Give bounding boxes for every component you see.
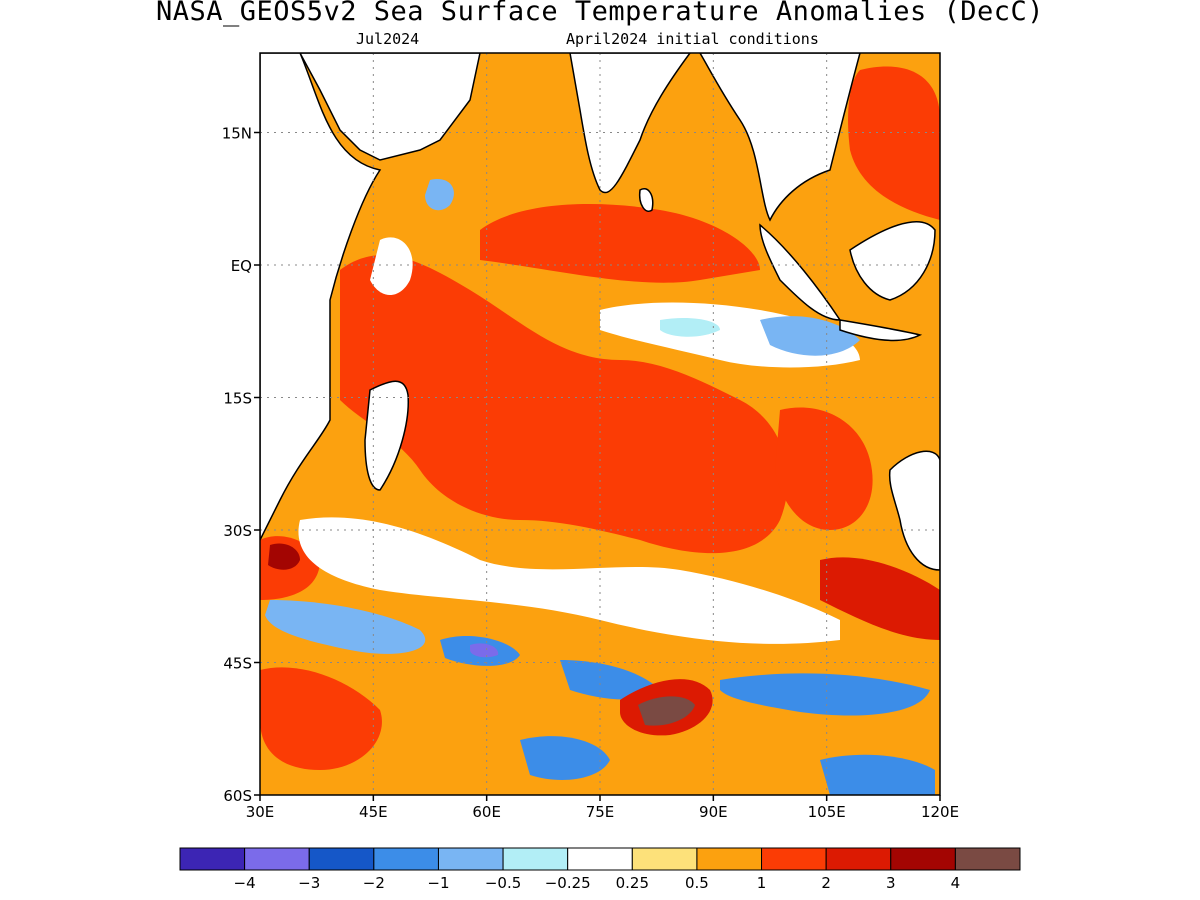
hot-spot-southwest — [268, 543, 300, 570]
warm-patch-east — [775, 407, 873, 530]
cool-patch-java — [760, 316, 860, 356]
strong-cool-spot — [470, 643, 499, 658]
colorbar-label: −3 — [298, 874, 320, 892]
colorbar-label: 3 — [886, 874, 896, 892]
lat-tick-label: 60S — [223, 787, 252, 805]
landmasses — [260, 53, 940, 571]
colorbar-swatch — [437, 847, 504, 871]
colorbar-swatch — [631, 847, 698, 871]
warm-patch-central — [340, 255, 788, 554]
colorbar-swatch — [308, 847, 375, 871]
borneo — [849, 221, 936, 301]
madagascar — [364, 380, 409, 491]
colorbar-swatch — [696, 847, 763, 871]
warm-patch-south-west — [260, 667, 382, 770]
colorbar-label: 2 — [821, 874, 831, 892]
lon-tick-label: 120E — [921, 803, 959, 821]
lat-tick-label: 15S — [223, 390, 252, 408]
colorbar-label: 1 — [757, 874, 767, 892]
colorbar-swatch — [179, 847, 246, 871]
colorbar-label: −0.5 — [485, 874, 521, 892]
java — [839, 319, 923, 342]
australia — [888, 450, 940, 571]
map-grid — [260, 53, 940, 795]
warm-patch-south-east — [820, 557, 940, 640]
lat-tick-label: 30S — [223, 522, 252, 540]
colorbar-swatch — [954, 847, 1021, 871]
cool-patch-s-2 — [720, 673, 930, 716]
colorbar-swatch — [890, 847, 956, 871]
lat-tick-label: 45S — [223, 655, 252, 673]
lon-tick-label: 30E — [246, 803, 275, 821]
lon-tick-label: 75E — [586, 803, 615, 821]
neutral-band-south — [298, 517, 840, 644]
sri-lanka — [638, 188, 654, 212]
cool-patch-arabian — [425, 179, 454, 211]
colorbar-label: 4 — [951, 874, 961, 892]
cool-patch-s-4 — [820, 754, 935, 795]
neutral-patch-somali — [370, 237, 413, 295]
colorbar-label: 0.5 — [685, 874, 709, 892]
lat-tick-label: 15N — [222, 125, 252, 143]
colorbar-label: −0.25 — [545, 874, 591, 892]
warm-patch-scs — [848, 66, 940, 220]
cool-patch-s-1 — [560, 660, 660, 700]
colorbar-swatch — [825, 847, 892, 871]
colorbar-swatch — [567, 847, 633, 871]
lat-tick-label: EQ — [231, 257, 252, 275]
colorbar-swatch — [761, 847, 827, 871]
colorbar-label: −4 — [234, 874, 256, 892]
indian-subcontinent — [569, 53, 691, 194]
lon-tick-label: 60E — [472, 803, 501, 821]
sumatra — [759, 223, 842, 321]
warm-patch-north — [480, 204, 760, 283]
colorbar-swatch — [244, 847, 310, 871]
colorbar-label: 0.25 — [616, 874, 649, 892]
lon-tick-label: 90E — [699, 803, 728, 821]
colorbar: −4 −3 −2 −1 −0.5 −0.25 0.25 0.5 1 2 3 4 — [179, 847, 1021, 892]
arabian-peninsula — [260, 53, 481, 161]
valid-month-label: Jul2024 — [356, 30, 420, 48]
colorbar-swatch — [373, 847, 439, 871]
colorbar-swatch — [502, 847, 569, 871]
colorbar-label: −1 — [427, 874, 449, 892]
africa-coast — [260, 53, 382, 541]
initial-conditions-label: April2024 initial conditions — [566, 30, 819, 48]
cool-patch-sw-1 — [265, 600, 426, 654]
figure-title: NASA_GEOS5v2 Sea Surface Temperature Ano… — [155, 0, 1045, 27]
southeast-asia — [699, 53, 861, 222]
lon-tick-label: 105E — [808, 803, 846, 821]
cool-patch-s-3 — [520, 736, 610, 780]
colorbar-label: −2 — [363, 874, 385, 892]
lon-tick-label: 45E — [359, 803, 388, 821]
very-warm-spot — [638, 696, 695, 726]
cool-patch-tropical — [660, 318, 720, 337]
